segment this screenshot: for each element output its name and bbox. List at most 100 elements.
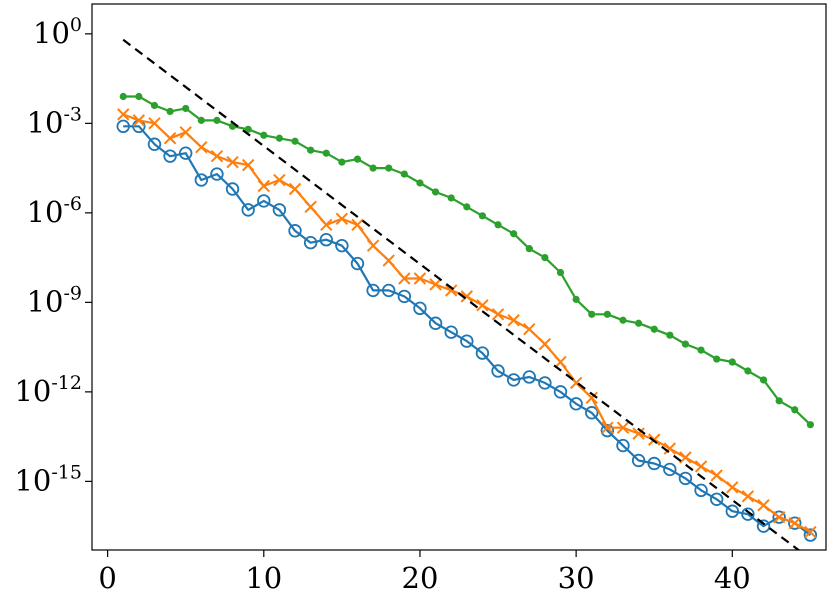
data-point [179,146,193,160]
data-point [463,203,471,211]
x-tick-label: 30 [558,561,595,595]
data-point [585,391,598,405]
data-point [478,212,487,220]
data-point [210,149,224,163]
data-point [791,406,799,414]
data-point [335,238,349,253]
data-point [413,301,427,316]
data-point [804,525,817,539]
data-point [241,158,255,172]
data-point [288,224,302,238]
data-point [366,239,380,252]
data-point [788,516,802,530]
data-point [163,132,177,145]
data-point [351,218,364,231]
data-point [541,254,549,262]
data-point [523,323,536,336]
data-point [663,442,677,455]
data-point [650,325,658,333]
data-point [241,203,255,217]
data-point [210,167,224,181]
x-tick-label: 40 [714,561,751,595]
data-point [757,499,770,512]
data-point [491,308,505,321]
data-point [756,519,771,533]
data-point [476,299,489,312]
data-point [322,149,330,157]
data-point [195,141,208,154]
y-tick-label: 10-9 [27,282,82,318]
data-point [616,421,630,434]
data-point [194,173,209,187]
data-point [616,438,630,453]
data-point [666,331,674,339]
data-point [600,423,615,438]
data-point [648,433,661,446]
data-point [197,116,205,124]
data-point [400,170,408,178]
data-point [428,316,443,330]
data-point [803,528,818,542]
data-point [538,376,552,390]
data-point [572,295,580,303]
data-point [569,397,583,411]
data-point [338,158,346,166]
data-point [679,451,692,464]
data-point [510,230,518,238]
data-point [319,233,333,247]
data-point [179,126,192,139]
series-2 [117,108,817,539]
data-point [525,245,533,253]
data-point [397,289,412,304]
x-tick-label: 20 [402,561,439,595]
data-point [806,421,814,429]
data-point [304,200,317,214]
data-point [148,117,161,130]
plot-frame [91,3,827,551]
data-point [272,203,287,217]
data-point [275,134,284,142]
data-point [307,146,315,154]
data-point [398,272,411,285]
y-tick-label: 10-3 [27,103,82,139]
data-point [303,235,318,250]
y-tick-label: 100 [33,14,82,50]
data-point [291,137,299,145]
data-point [257,194,271,208]
data-point [725,504,739,518]
data-point [678,471,693,486]
data-point [775,397,783,405]
data-point [522,370,536,384]
data-point [147,137,162,151]
series-layer [116,38,818,550]
data-point [135,92,143,101]
data-point [369,164,377,172]
data-point [213,116,221,124]
data-point [225,182,240,196]
data-point [413,272,427,285]
data-point [601,421,614,434]
series-4 [122,38,801,550]
data-point [585,406,599,420]
series-line [123,95,812,426]
data-point [116,119,130,134]
x-tick-label: 10 [245,561,282,595]
data-point [385,164,393,172]
data-point [320,218,333,231]
data-point [382,283,396,298]
x-tick-label: 0 [98,561,116,595]
data-point [444,325,458,339]
data-point [494,221,502,229]
data-point [632,427,645,440]
data-point [460,290,474,303]
data-point [117,108,130,121]
series-3 [119,92,814,429]
data-point [772,510,786,524]
series-1 [116,119,818,542]
data-point [728,358,736,366]
data-point [447,194,455,202]
data-point [741,490,755,503]
data-point [260,131,268,139]
data-point [431,188,440,196]
data-point [273,173,286,187]
